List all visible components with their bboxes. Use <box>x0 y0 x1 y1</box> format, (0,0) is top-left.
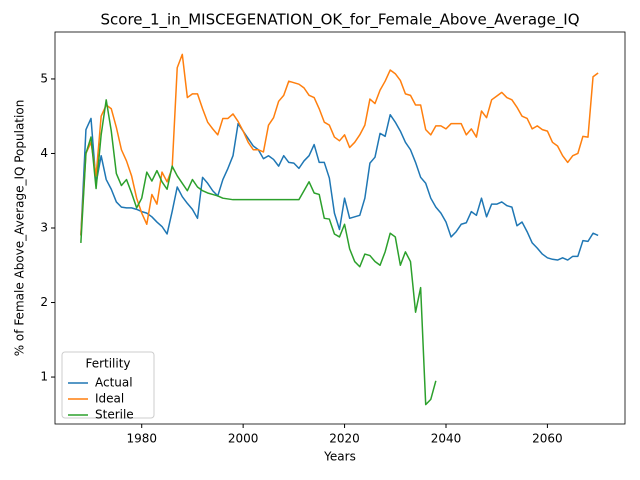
legend-label: Actual <box>95 376 133 390</box>
x-tick-label: 1980 <box>126 432 157 446</box>
y-axis-label: % of Female Above_Average_IQ Population <box>13 100 27 357</box>
y-tick-label: 3 <box>40 221 48 235</box>
y-tick-label: 4 <box>40 146 48 160</box>
plot-frame <box>54 31 626 425</box>
legend-label: Ideal <box>95 392 124 406</box>
chart-title: Score_1_in_MISCEGENATION_OK_for_Female_A… <box>101 11 580 30</box>
line-series <box>80 99 437 406</box>
y-tick-label: 5 <box>40 71 48 85</box>
y-tick-label: 2 <box>40 295 48 309</box>
line-series <box>80 53 599 236</box>
legend-label: Sterile <box>95 408 134 422</box>
line-series <box>80 113 599 261</box>
y-tick-label: 1 <box>40 370 48 384</box>
x-tick-label: 2060 <box>532 432 563 446</box>
x-tick-label: 2020 <box>329 432 360 446</box>
legend-box <box>61 351 155 419</box>
x-tick-label: 2040 <box>431 432 462 446</box>
x-tick-label: 2000 <box>228 432 259 446</box>
legend-title: Fertility <box>85 357 130 371</box>
x-axis-label: Years <box>323 450 356 464</box>
